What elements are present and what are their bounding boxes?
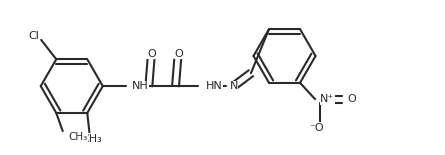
- Text: HN: HN: [206, 81, 222, 91]
- Text: O: O: [147, 49, 156, 59]
- Text: N⁺: N⁺: [320, 94, 335, 104]
- Text: Cl: Cl: [28, 31, 39, 41]
- Text: CH₃: CH₃: [81, 134, 102, 144]
- Text: CH₃: CH₃: [68, 132, 87, 142]
- Text: O: O: [348, 94, 356, 104]
- Text: NH: NH: [132, 81, 148, 91]
- Text: N: N: [229, 81, 238, 91]
- Text: ⁻O: ⁻O: [310, 123, 324, 133]
- Text: O: O: [174, 49, 183, 59]
